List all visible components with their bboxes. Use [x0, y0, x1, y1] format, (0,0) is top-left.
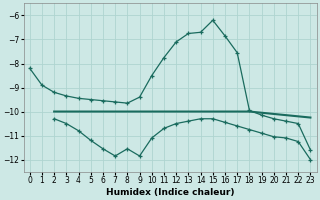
X-axis label: Humidex (Indice chaleur): Humidex (Indice chaleur)	[106, 188, 234, 197]
